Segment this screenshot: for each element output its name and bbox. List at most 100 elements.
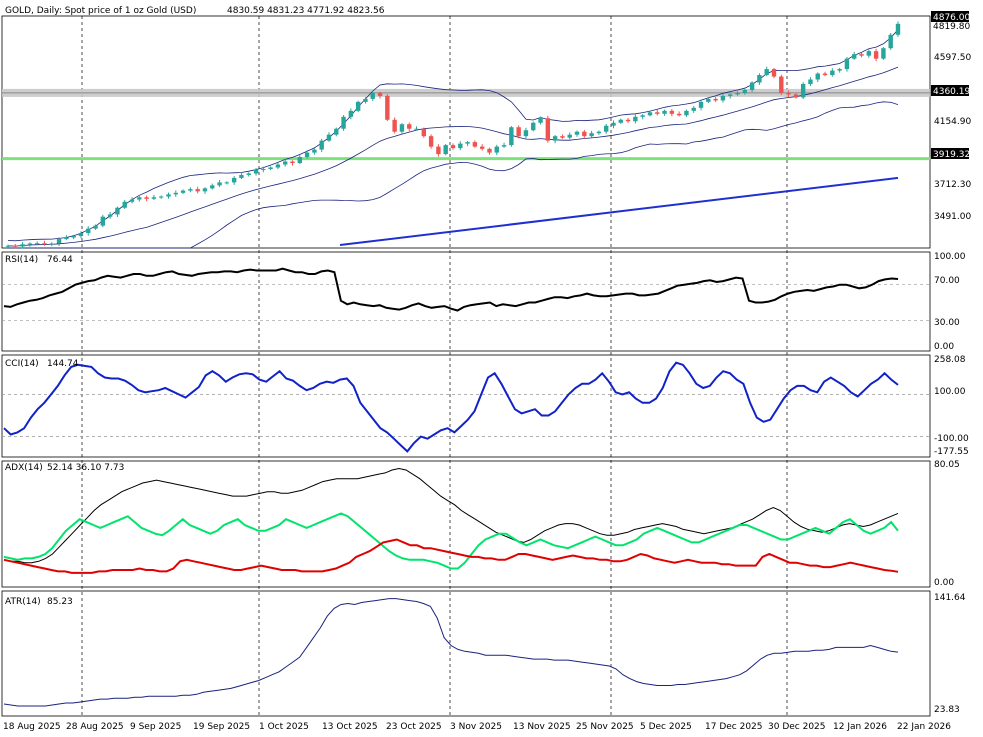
y-tick-label: 4154.90 <box>934 117 971 127</box>
candle-body <box>655 112 660 114</box>
atr-panel <box>3 598 899 707</box>
candle-body <box>56 239 62 244</box>
vertical-grid <box>81 16 788 716</box>
candle-body <box>582 131 587 137</box>
candle-body <box>662 110 667 114</box>
rsi-tick: 70.00 <box>934 276 960 286</box>
candle-body <box>239 174 244 178</box>
candle-body <box>728 94 733 96</box>
candle-body <box>487 148 492 153</box>
candle-body <box>538 118 543 123</box>
candle-body <box>443 145 448 155</box>
candle-body <box>297 157 303 164</box>
x-axis: 18 Aug 2025 28 Aug 2025 9 Sep 2025 19 Sep 2… <box>3 722 951 732</box>
adx-panel <box>3 467 899 574</box>
candle-body <box>436 146 441 155</box>
candle-body <box>385 95 390 120</box>
candle-body <box>5 245 11 247</box>
candle-body <box>852 54 857 59</box>
x-tick-label: 30 Dec 2025 <box>768 722 826 732</box>
adx-line <box>3 467 899 564</box>
panel-frame <box>1 590 931 717</box>
candle-body <box>873 51 879 59</box>
candle-body <box>531 122 536 131</box>
candle-body <box>479 146 485 149</box>
candle-body <box>691 107 696 111</box>
rsi-tick: 30.00 <box>934 318 960 328</box>
price-tag-support: 3919.32 <box>931 148 970 160</box>
price-tag-resistance-label: 4360.19 <box>933 87 970 97</box>
candle-body <box>334 128 339 135</box>
candle-body <box>275 164 281 168</box>
price-tag-current: 4876.00 <box>931 11 970 23</box>
x-tick-label: 17 Dec 2025 <box>705 722 763 732</box>
candle-body <box>509 127 514 146</box>
panel-frame <box>1 460 931 588</box>
sma-line <box>339 176 899 247</box>
candle-body <box>341 116 346 129</box>
candle-body <box>253 169 259 174</box>
cci-tick: 258.08 <box>934 355 966 365</box>
ohlc-readout: 4830.59 4831.23 4771.92 4823.56 <box>227 6 385 16</box>
candle-body <box>246 173 251 175</box>
candle-body <box>261 168 266 170</box>
rsi-tick: 0.00 <box>934 342 954 352</box>
candle-body <box>188 189 193 191</box>
x-tick-label: 12 Jan 2026 <box>833 722 887 732</box>
y-tick-label: 3491.00 <box>934 212 971 222</box>
cci-panel <box>2 361 930 453</box>
candle-body <box>290 161 295 164</box>
rsi-title: RSI(14) <box>5 255 38 265</box>
candle-body <box>859 54 864 56</box>
candle-body <box>545 118 551 141</box>
candle-body <box>355 101 361 111</box>
price-panel <box>2 21 930 249</box>
candle-body <box>100 216 106 226</box>
x-tick-label: 22 Jan 2026 <box>897 722 951 732</box>
price-tag-resistance: 4360.19 <box>931 85 970 97</box>
candle-body <box>93 225 98 229</box>
adx-tick: 0.00 <box>934 578 954 588</box>
candle-body <box>625 119 631 122</box>
atr-line <box>3 598 899 707</box>
y-tick-label: 4597.50 <box>934 53 971 63</box>
candle-body <box>815 73 820 80</box>
x-tick-label: 1 Oct 2025 <box>259 722 309 732</box>
candle-body <box>749 82 755 90</box>
candle-body <box>523 130 529 137</box>
candle-body <box>13 245 18 247</box>
rsi-line <box>3 267 899 312</box>
candle-body <box>78 233 84 237</box>
candle-body <box>312 149 317 153</box>
x-tick-label: 13 Oct 2025 <box>322 722 378 732</box>
cci-line <box>3 361 899 453</box>
minus-di-line <box>3 538 899 574</box>
candle-body <box>676 113 682 116</box>
candle-body <box>319 140 324 150</box>
panel-frames <box>1 15 931 717</box>
candle-body <box>574 131 580 135</box>
candle-body <box>195 189 200 192</box>
candle-body <box>392 119 397 132</box>
panel-frame <box>1 354 931 458</box>
x-tick-label: 13 Nov 2025 <box>513 722 571 732</box>
candle-body <box>414 128 419 130</box>
candle-body <box>881 48 886 59</box>
candle-body <box>173 192 178 195</box>
candle-body <box>363 98 368 102</box>
candle-body <box>808 79 813 84</box>
candle-body <box>370 92 375 99</box>
candle-body <box>735 92 740 95</box>
candle-body <box>107 214 113 217</box>
candle-body <box>166 194 171 197</box>
candle-body <box>224 182 230 184</box>
atr-title: ATR(14) <box>5 597 41 607</box>
candle-body <box>516 127 521 137</box>
cci-tick: -100.00 <box>934 434 969 444</box>
x-tick-label: 25 Nov 2025 <box>576 722 634 732</box>
candle-body <box>115 207 120 215</box>
candle-body <box>27 243 33 245</box>
candle-body <box>611 122 616 126</box>
candle-body <box>407 124 412 129</box>
candle-body <box>895 23 901 35</box>
